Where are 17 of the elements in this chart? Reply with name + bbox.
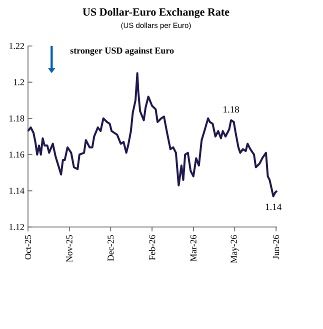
x-tick-label: Dec-25 xyxy=(108,235,114,262)
x-tick-label: Jun-26 xyxy=(273,235,280,260)
x-tick-label: May-26 xyxy=(230,235,239,264)
x-tick-label: Oct-25 xyxy=(24,235,32,260)
chart-title: US Dollar-Euro Exchange Rate xyxy=(82,8,230,18)
y-tick-label: 1.14 xyxy=(10,188,24,194)
y-tick-label: 1.18 xyxy=(10,115,24,122)
x-tick-label: Feb-26 xyxy=(148,235,156,260)
annotation: 1.18 xyxy=(224,106,240,113)
y-tick-label: 1.22 xyxy=(10,42,24,50)
y-tick-label: 1.16 xyxy=(10,152,24,158)
x-tick-label: Nov-25 xyxy=(66,235,72,262)
y-tick-label: 1.12 xyxy=(10,224,24,230)
y-tick-label: 1.2 xyxy=(14,79,24,86)
annotation: stronger USD against Euro xyxy=(70,47,174,56)
annotation: 1.14 xyxy=(266,204,282,210)
x-tick-label: Mar-26 xyxy=(190,235,196,262)
